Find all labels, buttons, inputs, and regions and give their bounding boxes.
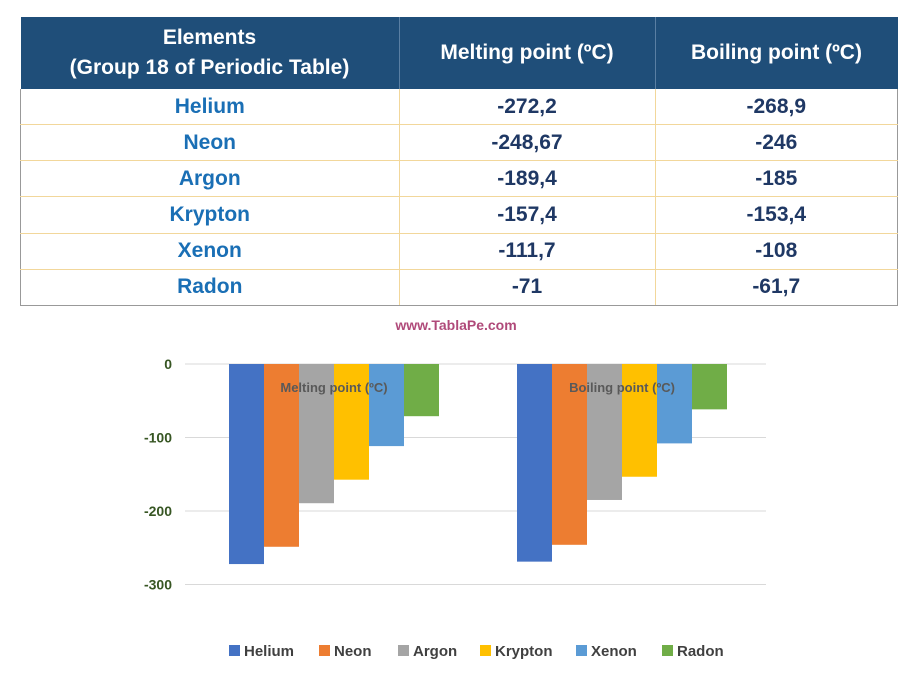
- melting-point-cell: -157,4: [399, 196, 656, 234]
- element-name-cell: Helium: [20, 89, 400, 126]
- melting-point-cell: -248,67: [399, 124, 656, 162]
- bar: [517, 364, 552, 562]
- y-tick-label: 0: [164, 356, 172, 372]
- bar: [229, 364, 264, 565]
- legend-label: Krypton: [495, 643, 553, 660]
- y-tick-label: -100: [144, 430, 172, 446]
- table-row: Argon -189,4 -185: [20, 160, 898, 198]
- table-header-row: Elements (Group 18 of Periodic Table) Me…: [20, 17, 898, 89]
- element-name-cell: Argon: [20, 160, 400, 198]
- table-row: Xenon -111,7 -108: [20, 233, 898, 270]
- header-boiling-point: Boiling point (ºC): [655, 17, 898, 89]
- element-name-cell: Xenon: [20, 233, 400, 270]
- header-melting-point: Melting point (ºC): [399, 17, 656, 89]
- legend-label: Radon: [677, 643, 724, 660]
- boiling-point-cell: -153,4: [655, 196, 898, 234]
- bar: [264, 364, 299, 547]
- legend-swatch: [480, 645, 491, 656]
- bar: [657, 364, 692, 444]
- y-tick-label: -300: [144, 577, 172, 593]
- boiling-point-cell: -108: [655, 233, 898, 270]
- data-table: Elements (Group 18 of Periodic Table) Me…: [20, 17, 898, 307]
- legend-label: Helium: [244, 643, 294, 660]
- watermark-text: www.TablaPe.com: [395, 317, 517, 333]
- element-name-cell: Neon: [20, 124, 400, 162]
- y-tick-label: -200: [144, 503, 172, 519]
- header-elements: Elements (Group 18 of Periodic Table): [20, 17, 400, 89]
- legend-swatch: [662, 645, 673, 656]
- category-label: Boiling point (ºC): [569, 380, 675, 395]
- bar: [404, 364, 439, 417]
- melting-point-cell: -189,4: [399, 160, 656, 198]
- legend-swatch: [398, 645, 409, 656]
- bar: [299, 364, 334, 504]
- legend-swatch: [319, 645, 330, 656]
- table-row: Neon -248,67 -246: [20, 124, 898, 162]
- header-elements-line1: Elements: [162, 26, 257, 49]
- boiling-point-cell: -268,9: [655, 89, 898, 126]
- boiling-point-cell: -61,7: [655, 269, 898, 307]
- header-elements-line2: (Group 18 of Periodic Table): [69, 56, 350, 79]
- legend-label: Argon: [413, 643, 457, 660]
- legend-swatch: [229, 645, 240, 656]
- bar: [552, 364, 587, 545]
- legend-label: Neon: [334, 643, 372, 660]
- bar: [369, 364, 404, 447]
- melting-point-cell: -272,2: [399, 89, 656, 126]
- bar: [334, 364, 369, 480]
- table-row: Helium -272,2 -268,9: [20, 89, 898, 126]
- melting-point-cell: -111,7: [399, 233, 656, 270]
- legend-swatch: [576, 645, 587, 656]
- element-name-cell: Radon: [20, 269, 400, 307]
- boiling-point-cell: -185: [655, 160, 898, 198]
- boiling-point-cell: -246: [655, 124, 898, 162]
- element-name-cell: Krypton: [20, 196, 400, 234]
- header-boiling-label: Boiling point (ºC): [691, 41, 862, 64]
- bar: [622, 364, 657, 477]
- header-melting-label: Melting point (ºC): [440, 41, 614, 64]
- table-row: Krypton -157,4 -153,4: [20, 196, 898, 234]
- melting-point-cell: -71: [399, 269, 656, 307]
- table-row: Radon -71 -61,7: [20, 269, 898, 307]
- legend-label: Xenon: [591, 643, 637, 660]
- bar: [692, 364, 727, 410]
- bar: [587, 364, 622, 500]
- category-label: Melting point (ºC): [280, 380, 387, 395]
